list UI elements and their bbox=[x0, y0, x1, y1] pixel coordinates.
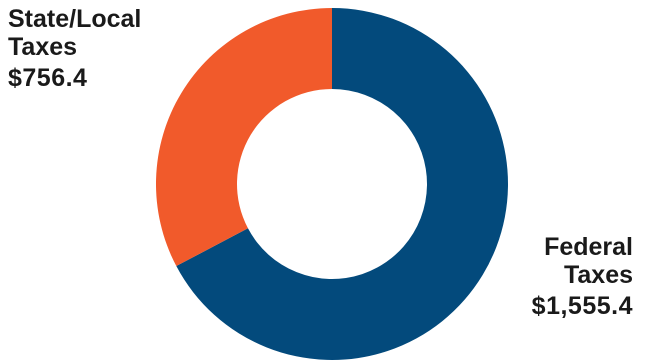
label-federal: Federal Taxes $1,555.4 bbox=[433, 233, 633, 321]
slice-state-local-taxes bbox=[155, 8, 332, 267]
slice-federal-taxes bbox=[176, 8, 508, 360]
label-federal-line1: Federal bbox=[544, 233, 633, 261]
label-federal-line2: Taxes bbox=[563, 260, 633, 289]
label-federal-value: $1,555.4 bbox=[531, 292, 633, 320]
label-state-local-line1: State/Local bbox=[8, 5, 142, 33]
label-state-local: State/Local Taxes $756.4 bbox=[8, 5, 208, 93]
label-state-local-value: $756.4 bbox=[8, 64, 88, 92]
label-state-local-line2: Taxes bbox=[8, 32, 78, 61]
